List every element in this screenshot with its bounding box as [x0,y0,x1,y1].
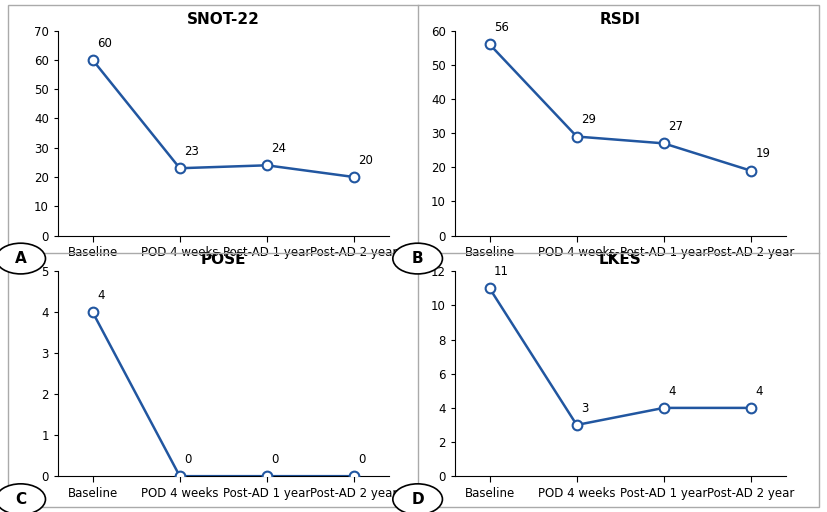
Text: 4: 4 [97,289,104,302]
Text: 4: 4 [755,385,762,398]
Text: 0: 0 [184,453,192,466]
Text: B: B [412,251,423,266]
Text: 0: 0 [358,453,366,466]
Text: 27: 27 [668,120,683,133]
Text: 60: 60 [97,37,112,50]
Text: 0: 0 [271,453,279,466]
Text: 19: 19 [755,147,770,160]
Title: SNOT-22: SNOT-22 [187,12,260,27]
Text: 23: 23 [184,145,199,158]
Title: POSE: POSE [200,252,246,267]
Text: C: C [15,492,26,507]
Text: 4: 4 [668,385,676,398]
Title: RSDI: RSDI [600,12,641,27]
Text: 11: 11 [494,265,509,278]
Text: 56: 56 [494,21,509,34]
Text: 29: 29 [581,113,596,126]
Text: 24: 24 [271,142,286,155]
Text: 20: 20 [358,154,373,167]
Text: 3: 3 [581,402,589,415]
Text: A: A [15,251,26,266]
Title: LKES: LKES [599,252,642,267]
Text: D: D [411,492,424,507]
